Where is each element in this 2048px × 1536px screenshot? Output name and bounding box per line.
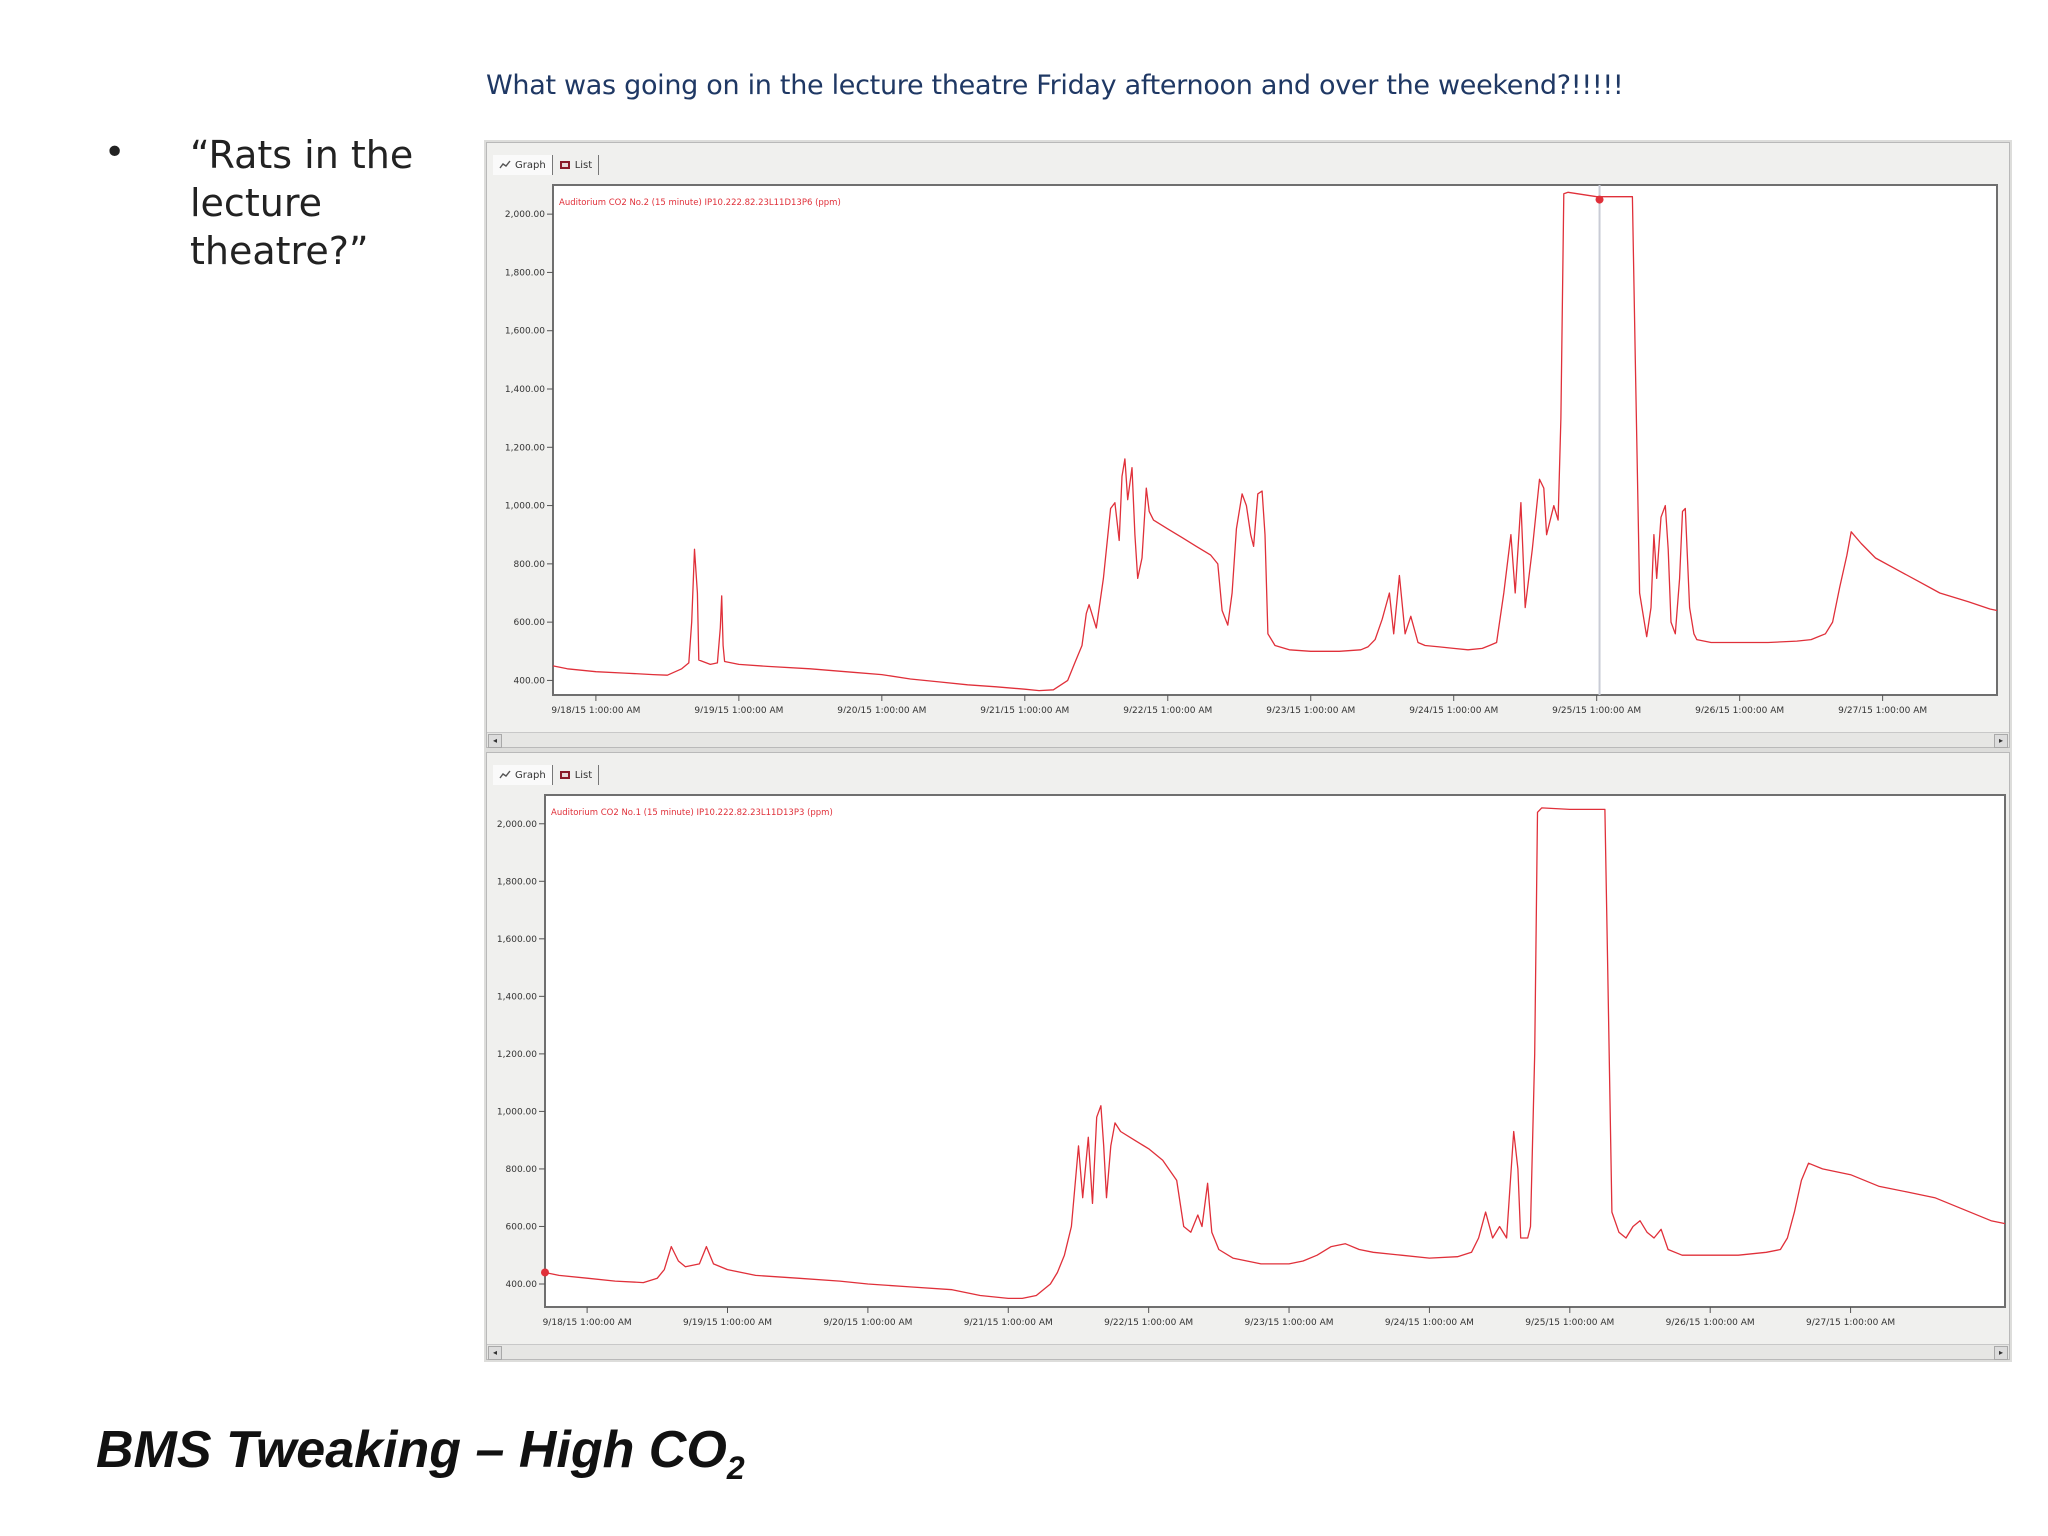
y-tick-label: 1,400.00 xyxy=(497,992,537,1002)
chart-tabs: Graph List xyxy=(493,155,600,175)
chart-panel-co2-no2: Graph List 400.00 600.00 800.00 1,000.00 1,2… xyxy=(486,142,2010,748)
plot-area xyxy=(552,184,1998,696)
x-tick-label: 9/27/15 1:00:00 AM xyxy=(1806,1318,1895,1327)
y-tick-label: 800.00 xyxy=(506,1165,538,1175)
tab-list[interactable]: List xyxy=(553,155,600,175)
co2-series-line xyxy=(544,807,2006,1300)
x-tick-label: 9/22/15 1:00:00 AM xyxy=(1104,1318,1193,1327)
y-tick-label: 600.00 xyxy=(514,618,546,628)
y-tick-label: 2,000.00 xyxy=(505,210,545,220)
co2-no2-chart: 400.00 600.00 800.00 1,000.00 1,200.00 1,400.… xyxy=(505,184,1998,713)
scroll-left-icon[interactable]: ◂ xyxy=(488,1346,502,1360)
tab-graph-label: Graph xyxy=(515,769,546,781)
co2-series-line xyxy=(552,191,1998,692)
x-tick-label: 9/23/15 1:00:00 AM xyxy=(1245,1318,1334,1327)
plot-frame: 400.00 600.00 800.00 1,000.00 1,200.00 1,400.… xyxy=(487,177,2009,747)
slide-headline: What was going on in the lecture theatre… xyxy=(486,70,1624,101)
x-tick-label: 9/21/15 1:00:00 AM xyxy=(980,706,1069,713)
x-tick-label: 9/20/15 1:00:00 AM xyxy=(837,706,926,713)
tab-graph-label: Graph xyxy=(515,159,546,171)
tab-list-label: List xyxy=(574,159,593,171)
x-tick-label: 9/24/15 1:00:00 AM xyxy=(1409,706,1498,713)
x-tick-label: 9/19/15 1:00:00 AM xyxy=(694,706,783,713)
x-tick-label: 9/18/15 1:00:00 AM xyxy=(543,1318,632,1327)
legend-label: Auditorium CO2 No.1 (15 minute) IP10.222… xyxy=(551,808,833,818)
chart-tabs: Graph List xyxy=(493,765,600,785)
y-tick-label: 1,200.00 xyxy=(497,1050,537,1060)
tab-graph[interactable]: Graph xyxy=(493,155,553,175)
y-tick-label: 600.00 xyxy=(506,1222,538,1232)
x-tick-label: 9/21/15 1:00:00 AM xyxy=(964,1318,1053,1327)
y-tick-label: 1,600.00 xyxy=(497,935,537,945)
slide-title-text: BMS Tweaking – High CO xyxy=(96,1421,727,1479)
co2-no1-chart: 400.00 600.00 800.00 1,000.00 1,200.00 1,400.… xyxy=(497,794,2006,1327)
plot-frame: 400.00 600.00 800.00 1,000.00 1,200.00 1,400.… xyxy=(487,787,2009,1359)
x-tick-label: 9/26/15 1:00:00 AM xyxy=(1695,706,1784,713)
horizontal-scrollbar[interactable]: ◂ ▸ xyxy=(487,1344,2009,1360)
cursor-point xyxy=(1595,195,1604,204)
y-tick-label: 1,000.00 xyxy=(497,1107,537,1117)
x-tick-label: 9/25/15 1:00:00 AM xyxy=(1525,1318,1614,1327)
scroll-right-icon[interactable]: ▸ xyxy=(1994,1346,2008,1360)
y-tick-label: 1,800.00 xyxy=(505,268,545,278)
y-tick-label: 400.00 xyxy=(506,1280,538,1290)
y-tick-label: 2,000.00 xyxy=(497,820,537,830)
y-tick-label: 1,600.00 xyxy=(505,327,545,337)
chart-panel-co2-no1: Graph List 400.00 600.00 800.00 1,000.00 1,2… xyxy=(486,752,2010,1360)
x-tick-label: 9/26/15 1:00:00 AM xyxy=(1666,1318,1755,1327)
x-tick-label: 9/23/15 1:00:00 AM xyxy=(1266,706,1355,713)
y-tick-label: 800.00 xyxy=(514,560,546,570)
scroll-left-icon[interactable]: ◂ xyxy=(488,734,502,748)
legend-label: Auditorium CO2 No.2 (15 minute) IP10.222… xyxy=(559,198,841,208)
y-tick-label: 1,200.00 xyxy=(505,443,545,453)
y-tick-label: 1,000.00 xyxy=(505,502,545,512)
y-tick-label: 400.00 xyxy=(514,676,546,686)
x-tick-label: 9/25/15 1:00:00 AM xyxy=(1552,706,1641,713)
x-tick-label: 9/24/15 1:00:00 AM xyxy=(1385,1318,1474,1327)
list-icon xyxy=(559,161,570,169)
bullet-text: “Rats in the lecture theatre?” xyxy=(190,133,414,273)
list-icon xyxy=(559,771,570,779)
graph-icon xyxy=(499,160,511,169)
y-tick-label: 1,400.00 xyxy=(505,385,545,395)
slide-title: BMS Tweaking – High CO2 xyxy=(96,1420,745,1487)
bullet-marker: • xyxy=(104,132,126,173)
x-tick-label: 9/18/15 1:00:00 AM xyxy=(551,706,640,713)
x-tick-label: 9/20/15 1:00:00 AM xyxy=(823,1318,912,1327)
tab-list-label: List xyxy=(574,769,593,781)
plot-area xyxy=(544,794,2006,1308)
y-tick-label: 1,800.00 xyxy=(497,877,537,887)
x-tick-label: 9/19/15 1:00:00 AM xyxy=(683,1318,772,1327)
graph-icon xyxy=(499,770,511,779)
slide-title-subscript: 2 xyxy=(726,1450,745,1486)
x-tick-label: 9/27/15 1:00:00 AM xyxy=(1838,706,1927,713)
tab-list[interactable]: List xyxy=(553,765,600,785)
cursor-point xyxy=(541,1268,549,1277)
x-tick-label: 9/22/15 1:00:00 AM xyxy=(1123,706,1212,713)
horizontal-scrollbar[interactable]: ◂ ▸ xyxy=(487,732,2009,748)
tab-graph[interactable]: Graph xyxy=(493,765,553,785)
scroll-right-icon[interactable]: ▸ xyxy=(1994,734,2008,748)
